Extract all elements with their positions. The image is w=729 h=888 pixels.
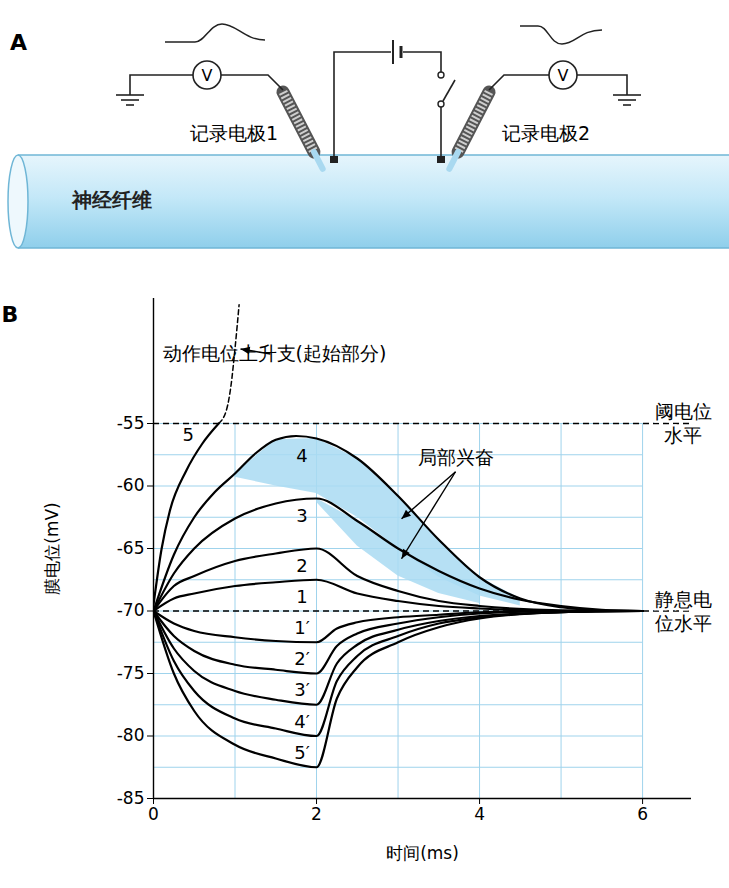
svg-text:4: 4: [296, 445, 307, 466]
svg-text:3′: 3′: [294, 679, 310, 700]
svg-text:V: V: [202, 66, 213, 85]
svg-text:记录电极2: 记录电极2: [502, 122, 590, 144]
svg-text:膜电位(mV): 膜电位(mV): [42, 502, 62, 594]
svg-text:6: 6: [637, 804, 648, 824]
svg-text:V: V: [558, 66, 569, 85]
svg-text:2: 2: [296, 555, 307, 576]
svg-text:3: 3: [296, 505, 307, 526]
svg-text:4′: 4′: [294, 711, 310, 732]
svg-text:神经纤维: 神经纤维: [71, 188, 152, 212]
svg-text:-75: -75: [117, 663, 145, 683]
svg-text:-65: -65: [117, 538, 145, 558]
svg-text:动作电位上升支(起始部分): 动作电位上升支(起始部分): [163, 342, 387, 364]
svg-text:静息电位水平: 静息电位水平: [655, 588, 712, 634]
svg-text:局部兴奋: 局部兴奋: [418, 446, 494, 468]
svg-text:阈电位水平: 阈电位水平: [655, 400, 712, 446]
svg-text:B: B: [2, 302, 19, 327]
svg-text:2′: 2′: [294, 648, 310, 669]
svg-text:-55: -55: [117, 413, 145, 433]
svg-text:-80: -80: [117, 725, 145, 745]
svg-text:4: 4: [474, 804, 485, 824]
svg-text:-85: -85: [117, 788, 145, 808]
svg-text:1′: 1′: [294, 617, 310, 638]
svg-text:时间(ms): 时间(ms): [386, 843, 459, 863]
svg-text:5′: 5′: [294, 742, 310, 763]
svg-text:-60: -60: [117, 475, 145, 495]
svg-text:5: 5: [182, 424, 193, 445]
svg-text:A: A: [10, 30, 27, 55]
svg-text:0: 0: [148, 804, 159, 824]
svg-text:-70: -70: [117, 600, 145, 620]
svg-text:记录电极1: 记录电极1: [190, 122, 278, 144]
svg-text:1: 1: [296, 586, 307, 607]
svg-text:2: 2: [311, 804, 322, 824]
